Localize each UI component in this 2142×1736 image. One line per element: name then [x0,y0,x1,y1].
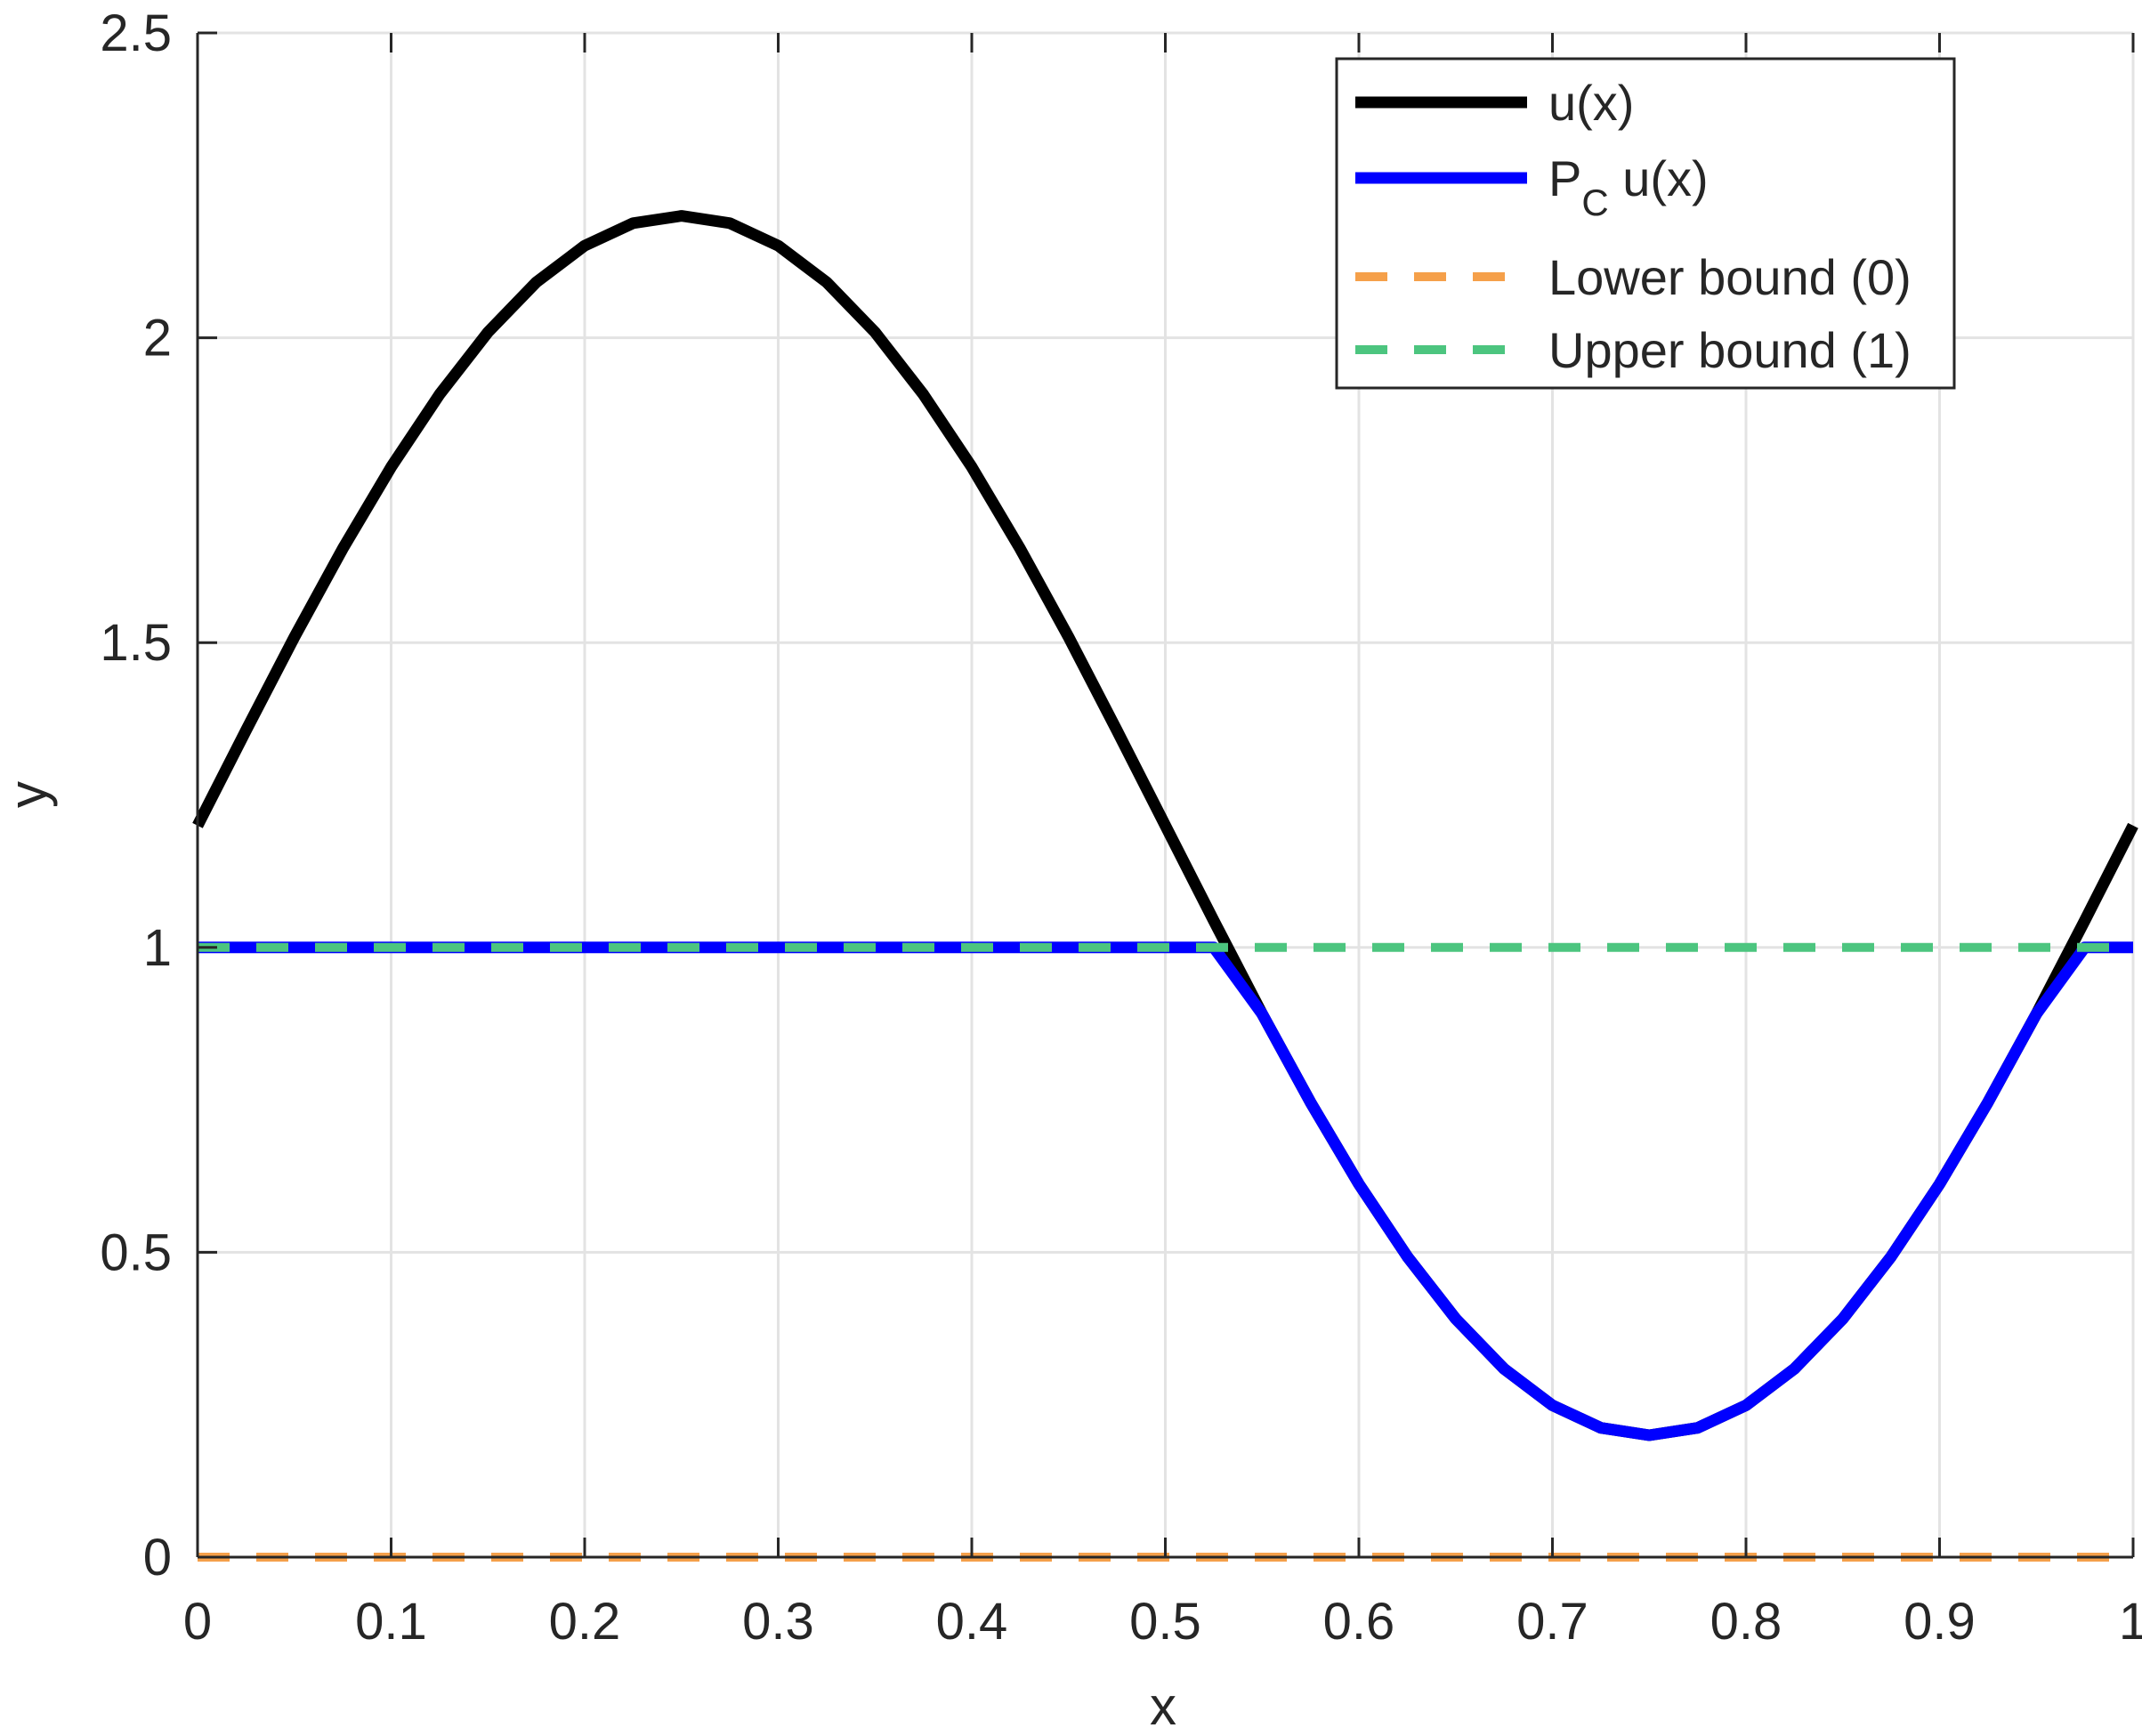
x-tick-label-6: 0.6 [1323,1593,1395,1651]
x-tick-label-0: 0 [183,1593,212,1651]
x-tick-label-10: 1 [2119,1593,2142,1651]
x-tick-label-2: 0.2 [549,1593,621,1651]
axes [196,31,2135,1559]
y-tick-label-2: 1 [143,919,172,977]
y-axis-label: y [0,781,58,808]
legend-label-2: Lower bound (0) [1548,249,1912,305]
y-tick-label-5: 2.5 [100,4,172,62]
legend: u(x)PC u(x)Lower bound (0)Upper bound (1… [1335,57,1956,390]
y-tick-label-4: 2 [143,310,172,367]
x-tick-label-7: 0.7 [1516,1593,1588,1651]
legend-label-0: u(x) [1548,75,1634,131]
y-tick-label-0: 0 [143,1529,172,1587]
x-tick-label-4: 0.4 [936,1593,1008,1651]
x-tick-label-5: 0.5 [1129,1593,1201,1651]
x-tick-label-9: 0.9 [1904,1593,1976,1651]
legend-box [1335,57,1956,390]
x-tick-label-1: 0.1 [355,1593,427,1651]
y-tick-label-1: 0.5 [100,1223,172,1281]
legend-label-3: Upper bound (1) [1548,322,1912,378]
x-tick-label-8: 0.8 [1710,1593,1782,1651]
tick-labels: 0 0.1 0.2 0.3 0.4 0.5 0.6 0.7 0.8 0.9 1 0 0.5 1 1.5 2 2.… [100,4,2142,1651]
y-tick-label-3: 1.5 [100,614,172,672]
x-axis-label: x [1150,1676,1176,1736]
x-tick-label-3: 0.3 [742,1593,814,1651]
